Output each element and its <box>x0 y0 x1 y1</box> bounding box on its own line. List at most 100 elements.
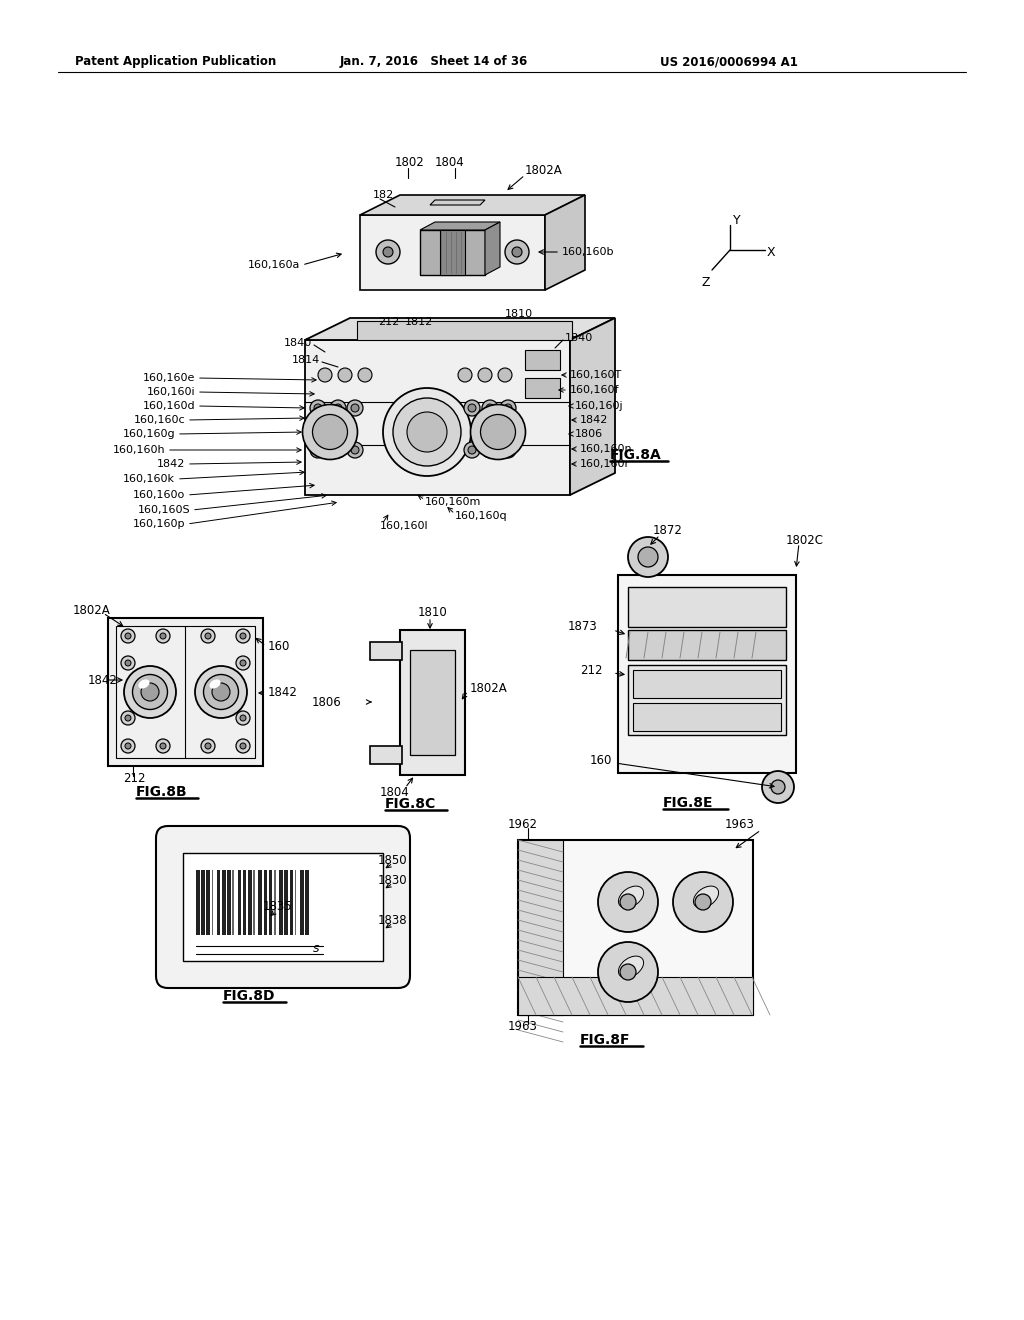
Bar <box>295 870 296 935</box>
Text: Y: Y <box>733 214 740 227</box>
Circle shape <box>314 404 322 412</box>
Text: 1802A: 1802A <box>470 681 508 694</box>
Circle shape <box>240 743 246 748</box>
Bar <box>232 870 233 935</box>
Circle shape <box>468 404 476 412</box>
Polygon shape <box>430 201 485 205</box>
Circle shape <box>236 656 250 671</box>
Polygon shape <box>305 341 570 495</box>
Text: 1804: 1804 <box>380 785 410 799</box>
Circle shape <box>504 404 512 412</box>
Polygon shape <box>357 321 572 341</box>
Text: Jan. 7, 2016   Sheet 14 of 36: Jan. 7, 2016 Sheet 14 of 36 <box>340 55 528 69</box>
Circle shape <box>240 715 246 721</box>
Circle shape <box>310 442 326 458</box>
Polygon shape <box>422 407 452 450</box>
Ellipse shape <box>124 667 176 718</box>
Circle shape <box>201 630 215 643</box>
Bar <box>633 704 781 731</box>
Ellipse shape <box>470 404 525 459</box>
Text: 1842: 1842 <box>268 686 298 700</box>
Circle shape <box>486 446 494 454</box>
Bar <box>263 870 267 935</box>
FancyBboxPatch shape <box>156 826 410 987</box>
Circle shape <box>125 743 131 748</box>
Circle shape <box>478 368 492 381</box>
Text: 1842: 1842 <box>88 673 118 686</box>
Bar <box>183 853 383 961</box>
Circle shape <box>240 660 246 667</box>
Circle shape <box>358 368 372 381</box>
Text: Patent Application Publication: Patent Application Publication <box>75 55 276 69</box>
Circle shape <box>121 630 135 643</box>
Polygon shape <box>360 195 585 215</box>
Circle shape <box>620 894 636 909</box>
Bar <box>618 576 796 774</box>
Bar <box>207 870 210 935</box>
Polygon shape <box>305 318 615 341</box>
Text: 1842: 1842 <box>580 414 608 425</box>
Text: 1873: 1873 <box>568 620 598 634</box>
Ellipse shape <box>195 667 247 718</box>
Text: 1850: 1850 <box>378 854 408 866</box>
Circle shape <box>505 240 529 264</box>
Circle shape <box>334 404 342 412</box>
Text: 1962: 1962 <box>508 818 538 832</box>
Text: 160,160i: 160,160i <box>146 387 195 397</box>
Circle shape <box>156 739 170 752</box>
Text: 160,160j: 160,160j <box>575 401 624 411</box>
Bar <box>518 977 753 1015</box>
Text: FIG.8D: FIG.8D <box>223 989 275 1003</box>
Circle shape <box>598 942 658 1002</box>
Ellipse shape <box>210 680 220 689</box>
Bar <box>285 870 288 935</box>
Bar <box>212 870 213 935</box>
Bar <box>290 870 293 935</box>
Text: 160,160g: 160,160g <box>123 429 175 440</box>
Text: 160,160m: 160,160m <box>425 498 481 507</box>
Text: 1810: 1810 <box>418 606 447 619</box>
Circle shape <box>458 368 472 381</box>
Text: 1802A: 1802A <box>73 603 111 616</box>
Text: 1814: 1814 <box>292 355 319 366</box>
Bar <box>628 630 786 660</box>
Bar <box>253 870 255 935</box>
Bar <box>628 587 786 627</box>
Text: 1804: 1804 <box>435 157 465 169</box>
Text: 160: 160 <box>590 754 612 767</box>
Circle shape <box>464 442 480 458</box>
Bar <box>300 870 303 935</box>
Polygon shape <box>420 230 485 275</box>
Circle shape <box>482 400 498 416</box>
Circle shape <box>318 368 332 381</box>
Circle shape <box>125 660 131 667</box>
Circle shape <box>125 715 131 721</box>
Bar <box>518 840 753 1015</box>
Bar <box>274 870 275 935</box>
Text: 1963: 1963 <box>725 818 755 832</box>
Circle shape <box>504 446 512 454</box>
Circle shape <box>338 368 352 381</box>
Text: 160,160a: 160,160a <box>248 260 300 271</box>
Ellipse shape <box>618 956 643 978</box>
Text: FIG.8A: FIG.8A <box>610 447 662 462</box>
Circle shape <box>347 442 362 458</box>
Circle shape <box>156 630 170 643</box>
Text: 1842: 1842 <box>157 459 185 469</box>
Bar <box>201 870 205 935</box>
Circle shape <box>383 247 393 257</box>
Circle shape <box>464 400 480 416</box>
Bar <box>525 350 560 370</box>
Bar <box>633 671 781 698</box>
Circle shape <box>695 894 711 909</box>
Bar <box>400 630 465 775</box>
Circle shape <box>121 711 135 725</box>
Bar <box>217 870 220 935</box>
Circle shape <box>330 400 346 416</box>
Circle shape <box>500 400 516 416</box>
Ellipse shape <box>132 675 168 710</box>
Polygon shape <box>570 318 615 495</box>
Ellipse shape <box>693 886 719 908</box>
Polygon shape <box>485 222 500 275</box>
Text: 1830: 1830 <box>378 874 408 887</box>
